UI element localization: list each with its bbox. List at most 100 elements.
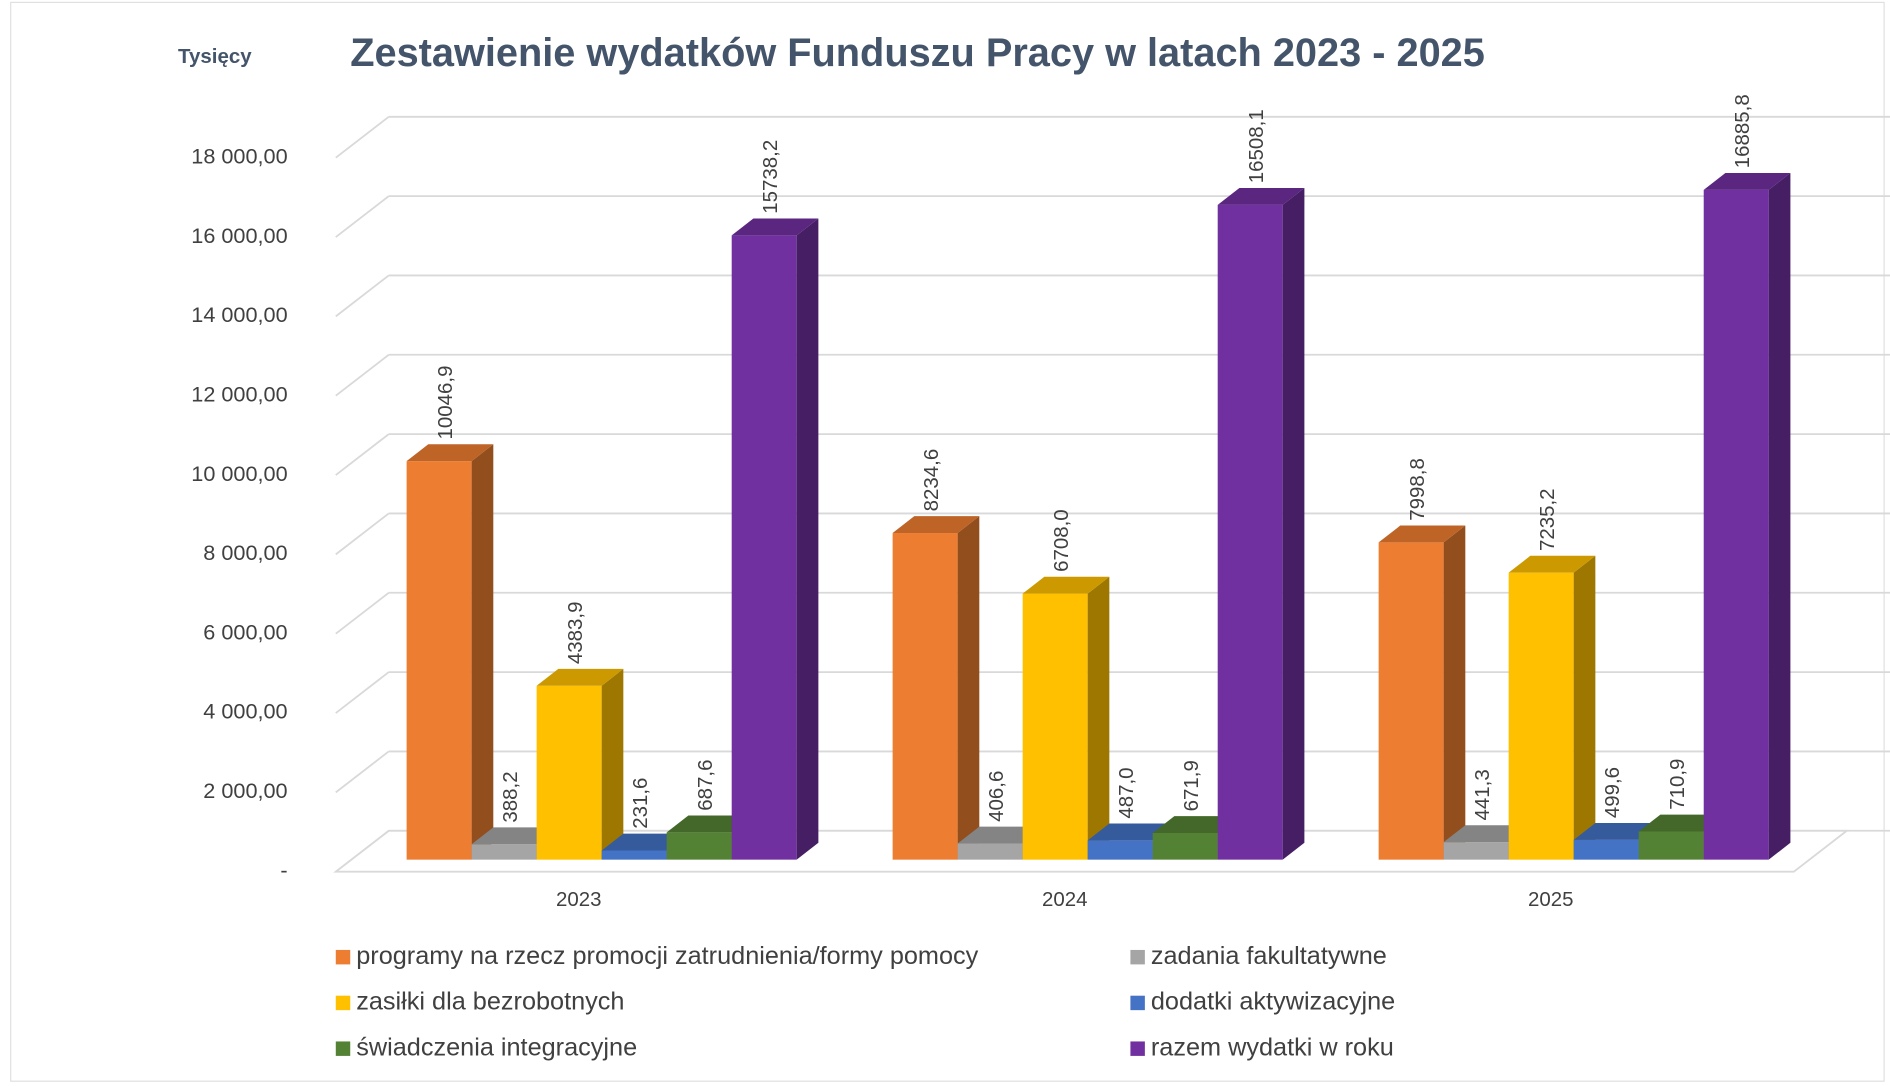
chart-title: Zestawienie wydatków Funduszu Pracy w la…	[350, 31, 1485, 75]
grid-side-line	[335, 274, 390, 318]
bar-side	[957, 516, 980, 860]
bar-top	[536, 668, 624, 686]
bar-front	[536, 685, 602, 860]
grid-side-line	[335, 671, 390, 714]
bar-top	[1022, 576, 1110, 594]
bar-side	[1768, 173, 1791, 860]
x-tick-label: 2025	[1528, 888, 1574, 911]
data-label: 710,9	[1666, 759, 1689, 810]
bar-front	[666, 832, 732, 860]
grid-side-line	[335, 592, 390, 635]
bar	[1217, 188, 1305, 860]
bar	[1703, 173, 1791, 860]
legend-marker	[1130, 949, 1145, 965]
x-tick-label: 2023	[556, 888, 602, 911]
grid-side-line	[335, 512, 390, 556]
bar-side	[1282, 188, 1305, 860]
bar-front	[1378, 542, 1444, 860]
data-label: 388,2	[499, 771, 522, 822]
bar-side	[601, 668, 624, 860]
bar-top	[1378, 525, 1466, 543]
bar-front	[1638, 831, 1704, 860]
grid-side-line	[335, 116, 390, 159]
bar-side	[1087, 576, 1110, 860]
bar-top	[406, 444, 494, 462]
legend-marker	[335, 1041, 351, 1056]
grid-side-line	[335, 433, 390, 476]
y-tick-label: 16 000,00	[191, 223, 287, 248]
bar	[1378, 525, 1466, 860]
bar	[731, 218, 819, 860]
legend-label: świadczenia integracyjne	[356, 1033, 637, 1061]
bar-front	[1022, 593, 1088, 860]
bar-front	[731, 235, 797, 860]
bar-front	[892, 533, 958, 860]
bar-side	[471, 444, 494, 860]
bar-front	[1703, 189, 1769, 860]
grid-side-line	[335, 750, 390, 794]
bar-front	[601, 850, 667, 860]
legend-label: zadania fakultatywne	[1151, 942, 1387, 970]
y-tick-label: 10 000,00	[191, 461, 287, 486]
bar-top	[731, 218, 819, 236]
bar-front	[471, 844, 537, 860]
data-label: 406,6	[985, 771, 1008, 822]
data-label: 8234,6	[920, 449, 943, 512]
data-label: 687,6	[694, 760, 717, 811]
data-label: 7235,2	[1536, 488, 1559, 551]
legend-marker	[335, 949, 351, 965]
bar-front	[1573, 839, 1639, 860]
data-label: 231,6	[629, 778, 652, 829]
legend-marker	[1130, 995, 1145, 1011]
y-tick-label: 8 000,00	[203, 540, 287, 565]
y-tick-label: -	[280, 857, 287, 882]
bar	[536, 668, 624, 860]
y-tick-label: 6 000,00	[203, 619, 287, 644]
legend-marker	[1130, 1041, 1145, 1056]
bar	[892, 516, 980, 860]
data-label: 7998,8	[1406, 458, 1429, 521]
bar-front	[1087, 840, 1153, 860]
bar-top	[1217, 188, 1305, 205]
bar-front	[1217, 204, 1283, 860]
floor	[333, 829, 1850, 873]
x-tick-label: 2024	[1042, 888, 1088, 911]
data-label: 4383,9	[564, 602, 587, 665]
grid-side-line	[335, 354, 390, 397]
data-label: 487,0	[1115, 767, 1138, 818]
legend-label: dodatki aktywizacyjne	[1151, 988, 1395, 1016]
bar-top	[1508, 555, 1596, 573]
legend-label: programy na rzecz promocji zatrudnienia/…	[356, 942, 978, 970]
y-tick-label: 2 000,00	[203, 778, 287, 803]
bar	[406, 444, 494, 860]
y-tick-label: 12 000,00	[191, 381, 287, 406]
data-label: 441,3	[1471, 769, 1494, 820]
legend-label: razem wydatki w roku	[1151, 1033, 1394, 1061]
bar	[1508, 555, 1596, 860]
bar-side	[1573, 555, 1596, 860]
data-label: 15738,2	[759, 140, 782, 214]
y-tick-label: 14 000,00	[191, 302, 287, 327]
bar-front	[1152, 832, 1218, 860]
data-label: 16885,8	[1731, 94, 1754, 168]
legend-label: zasiłki dla bezrobotnych	[356, 988, 624, 1016]
y-tick-label: 4 000,00	[203, 699, 287, 724]
data-label: 6708,0	[1050, 509, 1073, 572]
bar-front	[1508, 572, 1574, 860]
data-label: 16508,1	[1245, 109, 1268, 183]
bar-front	[406, 461, 472, 860]
bar-front	[1443, 842, 1509, 860]
bar-front	[957, 843, 1023, 860]
y-axis-label: Tysięcy	[178, 45, 252, 68]
bar	[1022, 576, 1110, 860]
bar-top	[1703, 173, 1791, 190]
data-label: 10046,9	[434, 366, 457, 440]
chart-frame	[10, 1, 1885, 1082]
data-label: 671,9	[1180, 760, 1203, 811]
bar-side	[796, 218, 819, 860]
y-tick-label: 18 000,00	[191, 143, 287, 168]
legend-marker	[335, 995, 351, 1011]
bar-side	[1443, 525, 1466, 860]
